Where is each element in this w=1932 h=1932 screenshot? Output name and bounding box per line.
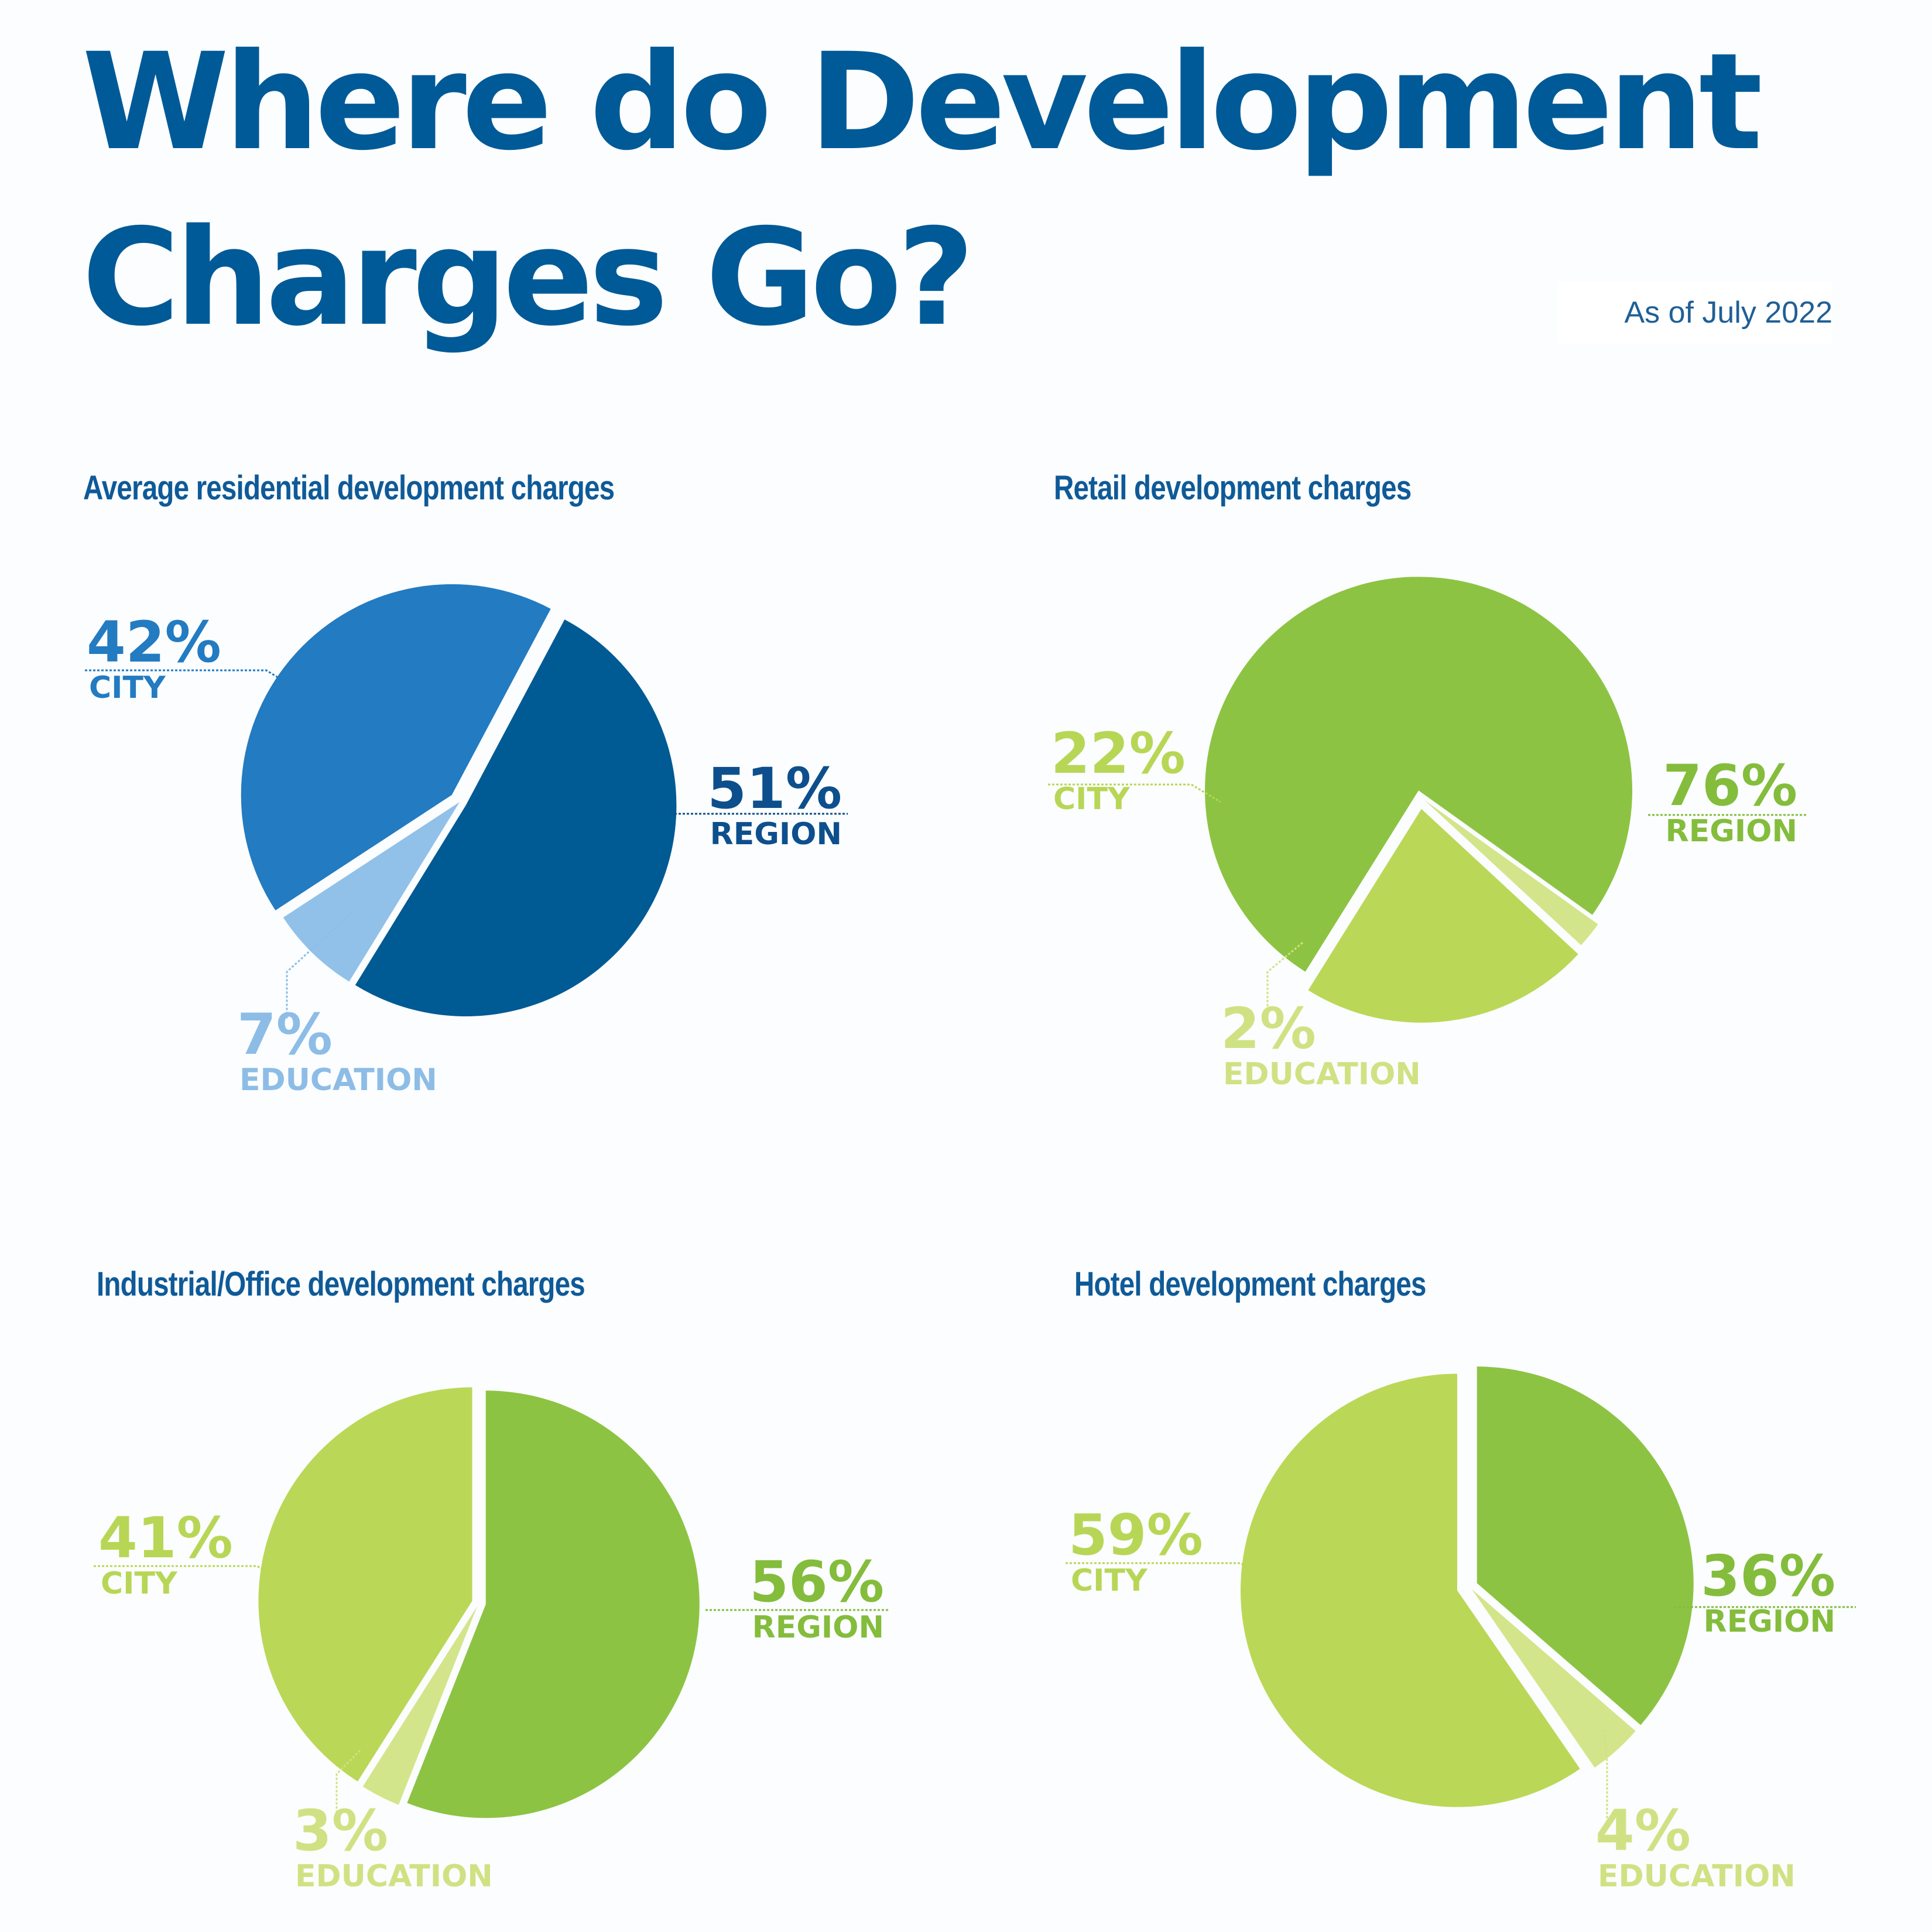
residential-city-percent: 42% (87, 609, 221, 675)
industrial-slice-city (258, 1387, 472, 1782)
residential-leader-education (286, 912, 352, 1019)
hotel-slice-education (1472, 1589, 1636, 1768)
retail-education-label: EDUCATION (1223, 1057, 1421, 1092)
retail-slice-education (1424, 800, 1598, 946)
retail-education-percent: 2% (1221, 996, 1316, 1061)
industrial-city-percent: 41% (98, 1505, 233, 1571)
residential-leader-city (85, 669, 305, 695)
industrial-leader-education (335, 1749, 361, 1821)
industrial-education-label: EDUCATION (295, 1859, 493, 1894)
residential-education-label: EDUCATION (239, 1063, 437, 1098)
residential-slice-region (355, 619, 677, 1016)
residential-region-label: REGION (710, 817, 842, 852)
hotel-leader-education (1603, 1729, 1608, 1821)
residential-slice-education (283, 802, 460, 982)
industrial-city-label: CITY (101, 1566, 178, 1601)
retail-leader-education (1266, 941, 1303, 1019)
retail-leader-city (1048, 783, 1221, 803)
residential-slice-city (241, 584, 551, 910)
residential-region-percent: 51% (707, 756, 842, 821)
retail-chart-title: Retail development charges (1054, 469, 1412, 507)
hotel-leader-city (1066, 1562, 1260, 1582)
hotel-city-label: CITY (1071, 1563, 1148, 1598)
residential-chart-title: Average residential development charges (83, 469, 615, 507)
retail-city-label: CITY (1053, 782, 1131, 817)
retail-region-label: REGION (1666, 814, 1797, 849)
retail-region-percent: 76% (1663, 753, 1797, 818)
hotel-education-percent: 4% (1595, 1798, 1691, 1864)
industrial-slice-education (362, 1606, 478, 1805)
hotel-chart-title: Hotel development charges (1074, 1265, 1426, 1303)
residential-city-label: CITY (89, 670, 166, 705)
hotel-city-percent: 59% (1068, 1502, 1203, 1568)
retail-city-percent: 22% (1051, 721, 1186, 786)
page-title-line-2: Charges Go? (82, 200, 975, 355)
retail-slice-region (1205, 577, 1633, 972)
retail-slice-city (1308, 809, 1578, 1023)
hotel-region-percent: 36% (1701, 1543, 1835, 1609)
as-of-date: As of July 2022 (1557, 281, 1832, 344)
industrial-region-label: REGION (752, 1610, 884, 1645)
industrial-region-percent: 56% (749, 1549, 884, 1615)
industrial-leader-city (94, 1565, 276, 1582)
hotel-slice-city (1240, 1373, 1580, 1807)
hotel-slice-region (1477, 1366, 1694, 1725)
industrial-slice-region (407, 1390, 700, 1818)
hotel-education-label: EDUCATION (1598, 1859, 1796, 1894)
page-title-line-1: Where do Development (82, 24, 1763, 180)
industrial-chart-title: Industrial/Office development charges (97, 1265, 585, 1303)
residential-education-percent: 7% (237, 1002, 333, 1067)
industrial-education-percent: 3% (293, 1798, 388, 1864)
hotel-region-label: REGION (1704, 1604, 1835, 1639)
